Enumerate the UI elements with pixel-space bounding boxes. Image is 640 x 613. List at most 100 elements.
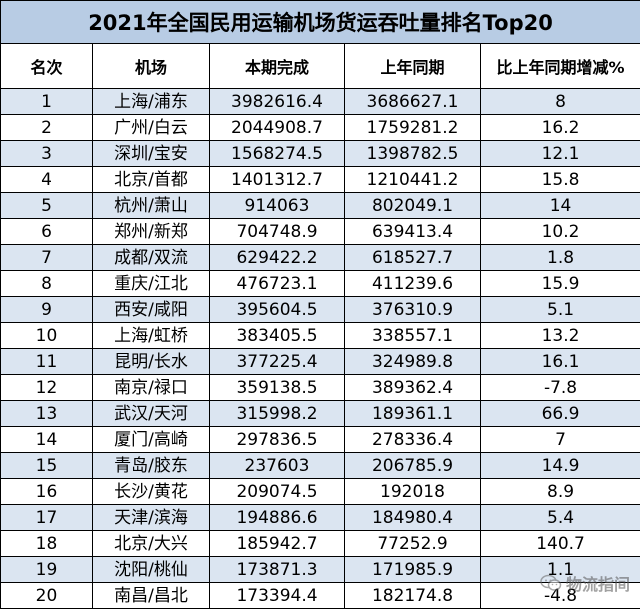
rank-cell: 5 <box>0 192 93 219</box>
rank-cell: 7 <box>0 244 93 271</box>
airport-cell: 北京/大兴 <box>92 530 210 557</box>
change-percent-cell: 16.1 <box>479 348 640 375</box>
airport-cell: 西安/咸阳 <box>92 296 210 323</box>
rank-cell: 19 <box>0 556 93 583</box>
current-period-cell: 173871.3 <box>209 556 345 583</box>
airport-cell: 北京/首都 <box>92 166 210 193</box>
column-header-airport: 机场 <box>92 43 210 89</box>
table-row: 14 厦门/高崎 297836.5 278336.4 7 <box>0 426 640 453</box>
table-row: 12 南京/禄口 359138.5 389362.4 -7.8 <box>0 374 640 401</box>
rank-cell: 2 <box>0 114 93 141</box>
change-percent-cell: 12.1 <box>479 140 640 167</box>
previous-year-cell: 376310.9 <box>344 296 481 323</box>
rank-cell: 8 <box>0 270 93 297</box>
current-period-cell: 359138.5 <box>209 374 345 401</box>
change-percent-cell: 1.8 <box>479 244 640 271</box>
current-period-cell: 2044908.7 <box>209 114 345 141</box>
table-row: 8 重庆/江北 476723.1 411239.6 15.9 <box>0 270 640 297</box>
previous-year-cell: 189361.1 <box>344 400 481 427</box>
current-period-cell: 173394.4 <box>209 582 345 609</box>
change-percent-cell: 14.9 <box>479 452 640 479</box>
airport-cell: 上海/虹桥 <box>92 322 210 349</box>
previous-year-cell: 206785.9 <box>344 452 481 479</box>
rank-cell: 17 <box>0 504 93 531</box>
airport-cell: 长沙/黄花 <box>92 478 210 505</box>
title-row: 2021年全国民用运输机场货运吞吐量排名Top20 <box>0 0 640 44</box>
rank-cell: 1 <box>0 88 93 115</box>
rank-cell: 15 <box>0 452 93 479</box>
change-percent-cell: 8 <box>479 88 640 115</box>
airport-cell: 重庆/江北 <box>92 270 210 297</box>
rank-cell: 14 <box>0 426 93 453</box>
current-period-cell: 237603 <box>209 452 345 479</box>
header-row: 名次 机场 本期完成 上年同期 比上年同期增减% <box>0 43 640 89</box>
airport-cell: 成都/双流 <box>92 244 210 271</box>
current-period-cell: 395604.5 <box>209 296 345 323</box>
previous-year-cell: 802049.1 <box>344 192 481 219</box>
table-row: 11 昆明/长水 377225.4 324989.8 16.1 <box>0 348 640 375</box>
airport-cell: 武汉/天河 <box>92 400 210 427</box>
column-header-rank: 名次 <box>0 43 93 89</box>
previous-year-cell: 338557.1 <box>344 322 481 349</box>
current-period-cell: 476723.1 <box>209 270 345 297</box>
airport-cell: 天津/滨海 <box>92 504 210 531</box>
current-period-cell: 1401312.7 <box>209 166 345 193</box>
current-period-cell: 3982616.4 <box>209 88 345 115</box>
previous-year-cell: 1210441.2 <box>344 166 481 193</box>
airport-cell: 郑州/新郑 <box>92 218 210 245</box>
previous-year-cell: 389362.4 <box>344 374 481 401</box>
rank-cell: 12 <box>0 374 93 401</box>
airport-cell: 沈阳/桃仙 <box>92 556 210 583</box>
previous-year-cell: 278336.4 <box>344 426 481 453</box>
rank-cell: 4 <box>0 166 93 193</box>
table-row: 7 成都/双流 629422.2 618527.7 1.8 <box>0 244 640 271</box>
change-percent-cell: 13.2 <box>479 322 640 349</box>
rank-cell: 18 <box>0 530 93 557</box>
rank-cell: 11 <box>0 348 93 375</box>
table-row: 3 深圳/宝安 1568274.5 1398782.5 12.1 <box>0 140 640 167</box>
table-row: 19 沈阳/桃仙 173871.3 171985.9 1.1 <box>0 556 640 583</box>
current-period-cell: 194886.6 <box>209 504 345 531</box>
column-header-change-percent: 比上年同期增减% <box>479 43 640 89</box>
column-header-current-period: 本期完成 <box>209 43 345 89</box>
column-header-previous-year: 上年同期 <box>344 43 481 89</box>
table-body: 1 上海/浦东 3982616.4 3686627.1 8 2 广州/白云 2044908.7… <box>0 88 640 609</box>
previous-year-cell: 411239.6 <box>344 270 481 297</box>
rank-cell: 13 <box>0 400 93 427</box>
change-percent-cell: 1.1 <box>479 556 640 583</box>
current-period-cell: 209074.5 <box>209 478 345 505</box>
change-percent-cell: 14 <box>479 192 640 219</box>
previous-year-cell: 184980.4 <box>344 504 481 531</box>
previous-year-cell: 1759281.2 <box>344 114 481 141</box>
previous-year-cell: 324989.8 <box>344 348 481 375</box>
table-row: 9 西安/咸阳 395604.5 376310.9 5.1 <box>0 296 640 323</box>
table-row: 1 上海/浦东 3982616.4 3686627.1 8 <box>0 88 640 115</box>
current-period-cell: 383405.5 <box>209 322 345 349</box>
current-period-cell: 1568274.5 <box>209 140 345 167</box>
table-row: 16 长沙/黄花 209074.5 192018 8.9 <box>0 478 640 505</box>
change-percent-cell: 8.9 <box>479 478 640 505</box>
rank-cell: 9 <box>0 296 93 323</box>
rank-cell: 10 <box>0 322 93 349</box>
watermark: 物流指间 <box>540 571 630 595</box>
change-percent-cell: 140.7 <box>479 530 640 557</box>
table-row: 13 武汉/天河 315998.2 189361.1 66.9 <box>0 400 640 427</box>
rank-cell: 16 <box>0 478 93 505</box>
airport-cell: 杭州/萧山 <box>92 192 210 219</box>
wechat-icon <box>540 574 562 591</box>
change-percent-cell: 16.2 <box>479 114 640 141</box>
change-percent-cell: 10.2 <box>479 218 640 245</box>
airport-cell: 昆明/长水 <box>92 348 210 375</box>
table-row: 2 广州/白云 2044908.7 1759281.2 16.2 <box>0 114 640 141</box>
airport-cell: 深圳/宝安 <box>92 140 210 167</box>
current-period-cell: 377225.4 <box>209 348 345 375</box>
table-row: 20 南昌/昌北 173394.4 182174.8 -4.8 <box>0 582 640 609</box>
previous-year-cell: 3686627.1 <box>344 88 481 115</box>
current-period-cell: 297836.5 <box>209 426 345 453</box>
table-title: 2021年全国民用运输机场货运吞吐量排名Top20 <box>0 0 640 44</box>
airport-cell: 南昌/昌北 <box>92 582 210 609</box>
previous-year-cell: 171985.9 <box>344 556 481 583</box>
current-period-cell: 629422.2 <box>209 244 345 271</box>
